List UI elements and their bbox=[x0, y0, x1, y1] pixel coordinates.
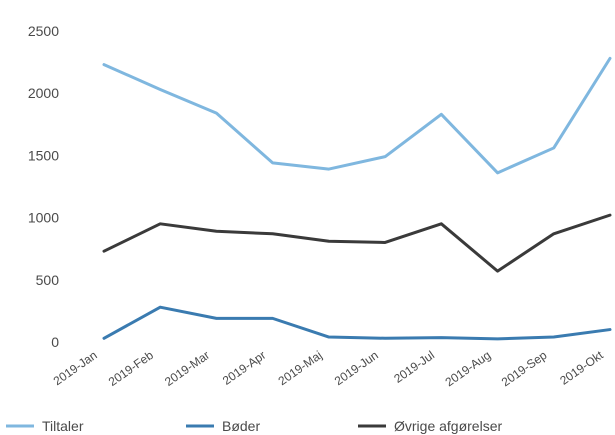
x-tick-label: 2019-Feb bbox=[106, 348, 156, 389]
x-tick-label: 2019-Jun bbox=[332, 348, 381, 388]
x-tick-label: 2019-Aug bbox=[443, 348, 494, 389]
legend: Tiltaler Bøder Øvrige afgørelser bbox=[6, 418, 502, 434]
x-tick-label: 2019-Maj bbox=[276, 348, 325, 388]
legend-label: Tiltaler bbox=[42, 418, 84, 434]
x-tick-label: 2019-Sep bbox=[499, 348, 550, 390]
y-tick-label: 0 bbox=[51, 334, 59, 350]
series-line-1 bbox=[102, 305, 612, 341]
legend-label: Bøder bbox=[222, 418, 260, 434]
y-tick-label: 2000 bbox=[28, 85, 59, 101]
x-tick-label: 2019-Apr bbox=[220, 348, 268, 388]
y-tick-label: 1000 bbox=[28, 210, 59, 226]
series-line-2 bbox=[102, 213, 612, 273]
legend-label: Øvrige afgørelser bbox=[394, 418, 502, 434]
y-tick-label: 500 bbox=[36, 272, 60, 288]
x-tick-label: 2019-Okt bbox=[557, 348, 606, 388]
y-tick-label: 2500 bbox=[28, 23, 59, 39]
series-lines bbox=[102, 56, 612, 341]
x-tick-label: 2019-Mar bbox=[162, 348, 212, 389]
x-tick-label: 2019-Jan bbox=[51, 348, 100, 388]
x-tick-label: 2019-Jul bbox=[391, 348, 437, 386]
series-line-0 bbox=[102, 56, 612, 175]
y-tick-label: 1500 bbox=[28, 147, 59, 163]
y-axis-tick-labels: 0 500 1000 1500 2000 2500 bbox=[28, 23, 59, 350]
x-axis-tick-labels: 2019-Jan 2019-Feb 2019-Mar 2019-Apr 2019-Maj… bbox=[51, 348, 607, 390]
